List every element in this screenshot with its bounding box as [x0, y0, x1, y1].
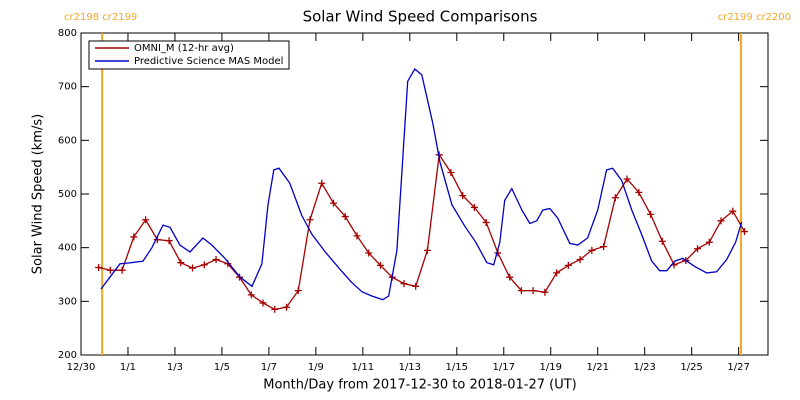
point-marker: [376, 261, 384, 269]
point-marker: [106, 266, 114, 274]
y-axis-label: Solar Wind Speed (km/s): [31, 114, 46, 274]
point-marker: [600, 243, 608, 251]
point-marker: [306, 216, 314, 224]
y-tick-label: 200: [58, 350, 77, 361]
x-tick-label: 1/23: [633, 362, 655, 373]
x-tick-label: 1/15: [446, 362, 468, 373]
point-marker: [95, 264, 103, 272]
point-marker: [611, 194, 619, 202]
point-marker: [541, 288, 549, 296]
point-marker: [118, 266, 126, 274]
point-marker: [553, 269, 561, 277]
point-marker: [365, 249, 373, 257]
point-marker: [741, 228, 749, 236]
x-tick-label: 1/17: [493, 362, 515, 373]
x-tick-label: 1/7: [261, 362, 277, 373]
x-tick-label: 1/21: [586, 362, 608, 373]
point-marker: [576, 255, 584, 263]
legend-label: OMNI_M (12-hr avg): [134, 43, 234, 54]
point-marker: [694, 245, 702, 253]
x-tick-label: 1/13: [399, 362, 421, 373]
point-marker: [658, 237, 666, 245]
point-marker: [318, 179, 326, 187]
chart-title: Solar Wind Speed Comparisons: [303, 8, 538, 26]
x-axis-label: Month/Day from 2017-12-30 to 2018-01-27 …: [263, 378, 576, 393]
point-marker: [341, 213, 349, 221]
legend-label: Predictive Science MAS Model: [134, 56, 283, 67]
point-marker: [212, 255, 220, 263]
point-marker: [705, 238, 713, 246]
point-marker: [400, 280, 408, 288]
x-tick-label: 1/25: [680, 362, 702, 373]
point-marker: [165, 237, 173, 245]
x-tick-label: 1/11: [352, 362, 374, 373]
x-tick-label: 12/30: [67, 362, 96, 373]
point-marker: [271, 305, 279, 313]
carrington-label: cr2199 cr2200: [718, 12, 791, 23]
point-marker: [647, 210, 655, 218]
point-marker: [177, 259, 185, 267]
y-tick-label: 500: [58, 189, 77, 200]
point-marker: [482, 218, 490, 226]
point-marker: [130, 233, 138, 241]
point-marker: [588, 246, 596, 254]
legend-box: [88, 40, 290, 70]
series-line: [98, 152, 746, 311]
point-marker: [259, 299, 267, 307]
point-marker: [412, 282, 420, 290]
point-marker: [329, 199, 337, 207]
point-marker: [142, 216, 150, 224]
point-marker: [623, 175, 631, 183]
y-tick-label: 400: [58, 243, 77, 254]
point-marker: [729, 207, 737, 215]
point-marker: [447, 169, 455, 177]
point-marker: [283, 303, 291, 311]
point-marker: [506, 273, 514, 281]
point-marker: [529, 287, 537, 295]
y-tick-label: 700: [58, 82, 77, 93]
point-marker: [459, 192, 467, 200]
point-marker: [564, 261, 572, 269]
point-marker: [717, 217, 725, 225]
point-marker: [635, 188, 643, 196]
x-tick-label: 1/5: [214, 362, 230, 373]
x-tick-label: 1/3: [167, 362, 183, 373]
x-tick-label: 1/1: [120, 362, 136, 373]
carrington-label: cr2198 cr2199: [64, 12, 137, 23]
y-tick-label: 600: [58, 135, 77, 146]
point-marker: [470, 203, 478, 211]
point-marker: [353, 232, 361, 240]
point-marker: [200, 261, 208, 269]
x-tick-label: 1/9: [308, 362, 324, 373]
point-marker: [517, 287, 525, 295]
y-tick-label: 800: [58, 28, 77, 39]
x-tick-label: 1/19: [540, 362, 562, 373]
point-marker: [247, 291, 255, 299]
point-marker: [423, 246, 431, 254]
point-marker: [294, 287, 302, 295]
point-marker: [189, 264, 197, 272]
y-tick-label: 300: [58, 296, 77, 307]
series-line: [100, 68, 743, 301]
x-tick-label: 1/27: [727, 362, 749, 373]
